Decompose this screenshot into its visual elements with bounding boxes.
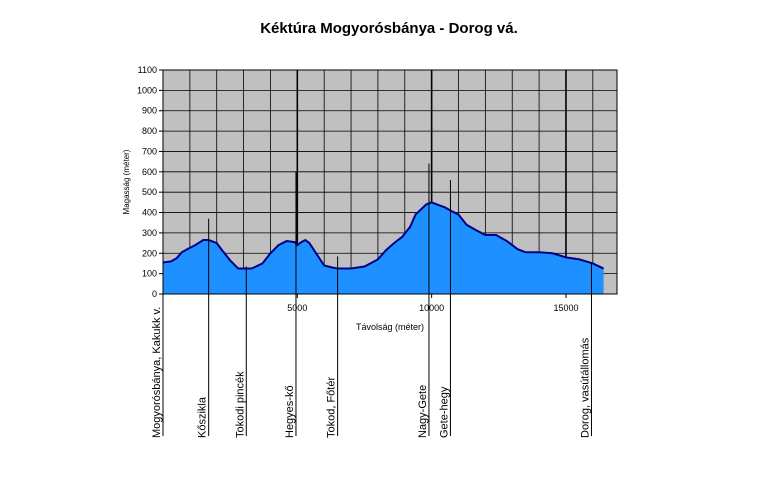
waypoint-label: Kőszikla: [197, 396, 209, 438]
plot-border: [162, 69, 618, 295]
waypoint-label: Dorog, vasútállomás: [579, 337, 591, 438]
waypoint-labels: Mogyorósbánya, Kakukk v. Kőszikla Tokodi p…: [151, 307, 591, 438]
x-tick-label: 15000: [553, 303, 578, 313]
y-axis-label: Magasság (méter): [122, 149, 131, 214]
waypoint-label: Tokod, Főtér: [326, 377, 338, 438]
elevation-line: [162, 201, 604, 270]
chart-title: Kéktúra Mogyorósbánya - Dorog vá.: [260, 20, 518, 37]
elevation-area: [163, 202, 604, 294]
y-tick-label: 0: [152, 289, 157, 299]
waypoint-label: Nagy-Gete: [417, 385, 429, 438]
y-tick-label: 500: [142, 187, 157, 197]
y-tick-label: 100: [142, 269, 157, 279]
waypoint-label: Mogyorósbánya, Kakukk v.: [151, 307, 163, 438]
y-tick-label: 800: [142, 126, 157, 136]
waypoint-label: Hegyes-kő: [284, 385, 296, 438]
waypoint-label: Gete-hegy: [438, 386, 450, 438]
y-tick-label: 200: [142, 248, 157, 258]
x-tick-label: 5000: [287, 303, 307, 313]
y-axis-ticks: 0 100 200 300 400 500 600 700 800 900 1000 1100: [137, 65, 163, 299]
x-axis-ticks: 5000 10000 15000: [287, 294, 578, 313]
waypoint-label: Tokodi pincék: [234, 371, 246, 438]
x-tick-label: 10000: [419, 303, 444, 313]
y-tick-label: 300: [142, 228, 157, 238]
x-axis-label: Távolság (méter): [356, 322, 424, 332]
waypoint-markers: [162, 163, 592, 436]
y-tick-label: 1100: [138, 65, 157, 75]
y-tick-label: 600: [142, 167, 157, 177]
y-tick-label: 700: [142, 146, 157, 156]
y-tick-label: 900: [142, 106, 157, 116]
y-tick-label: 400: [142, 208, 157, 218]
y-tick-label: 1000: [137, 85, 157, 95]
